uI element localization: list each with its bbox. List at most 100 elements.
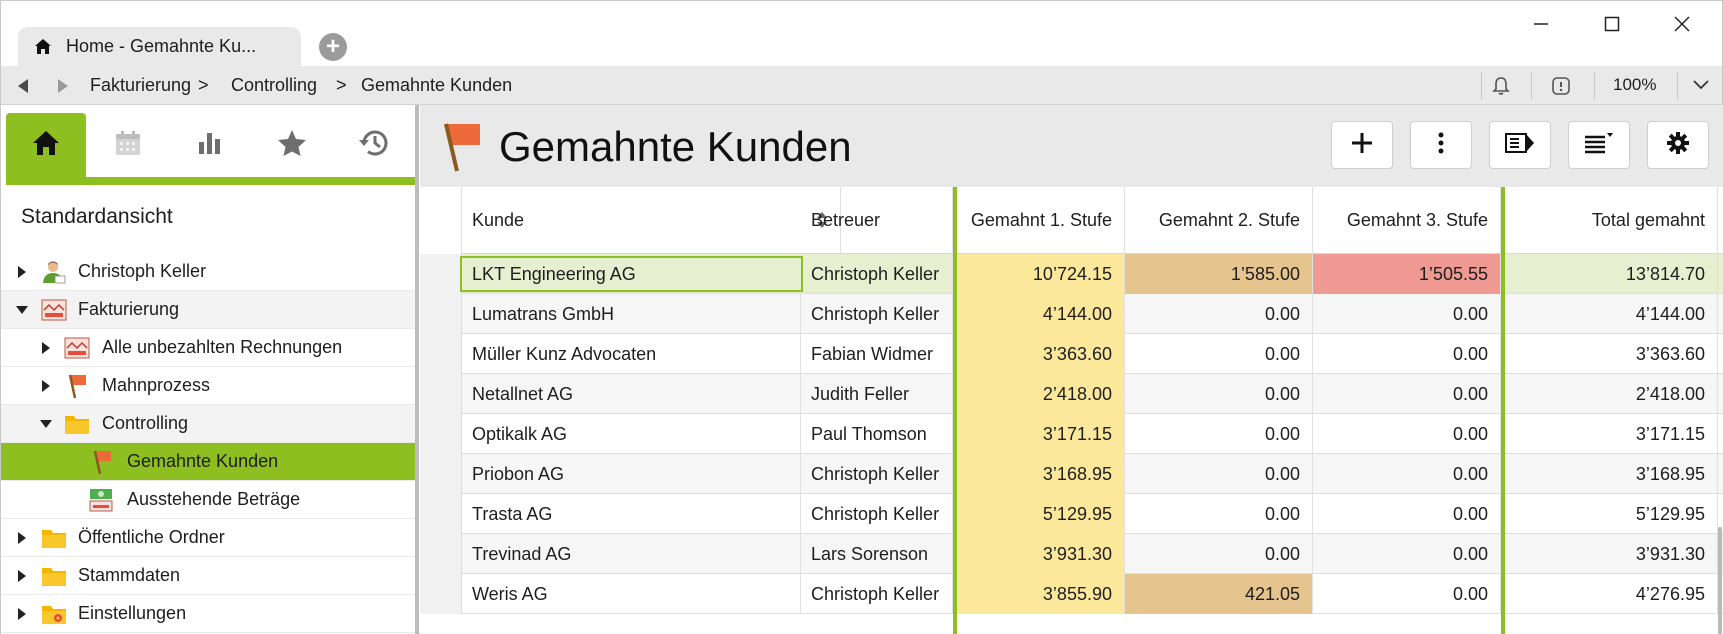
row-selector[interactable]	[420, 334, 462, 374]
cell-kunde[interactable]: Weris AG	[462, 574, 801, 614]
column-header-stufe2[interactable]: Gemahnt 2. Stufe	[1125, 187, 1313, 254]
chevron-down-icon[interactable]	[40, 418, 52, 430]
cell-stufe2[interactable]: 0.00	[1125, 534, 1313, 574]
cell-stufe3[interactable]: 0.00	[1313, 454, 1501, 494]
cell-stufe2[interactable]: 1’585.00	[1125, 254, 1313, 294]
home-tab-button[interactable]	[6, 113, 86, 177]
add-button[interactable]	[1331, 121, 1393, 169]
row-selector-header[interactable]	[420, 187, 462, 254]
cell-stufe2[interactable]: 0.00	[1125, 374, 1313, 414]
chevron-down-icon[interactable]	[16, 304, 28, 316]
sort-icon[interactable]	[816, 211, 828, 229]
cell-kunde[interactable]: Müller Kunz Advocaten	[462, 334, 801, 374]
chevron-right-icon[interactable]	[16, 265, 28, 278]
cell-stufe3[interactable]: 1’505.55	[1313, 254, 1501, 294]
tab-home[interactable]: Home - Gemahnte Ku...	[18, 27, 301, 66]
cell-total[interactable]: 3’363.60	[1505, 334, 1718, 374]
cell-total[interactable]: 3’931.30	[1505, 534, 1718, 574]
chevron-right-icon[interactable]	[16, 569, 28, 582]
cell-betreuer[interactable]: Christoph Keller	[801, 254, 953, 294]
cell-stufe2[interactable]: 0.00	[1125, 334, 1313, 374]
tree-item-gemahnte-kunden[interactable]: Gemahnte Kunden	[1, 443, 415, 481]
cell-kunde[interactable]: LKT Engineering AG	[460, 256, 803, 292]
cell-stufe1[interactable]: 3’363.60	[957, 334, 1125, 374]
tree-item-mahnprozess[interactable]: Mahnprozess	[1, 367, 415, 405]
tree-item-ausstehende-betraege[interactable]: Ausstehende Beträge	[1, 481, 415, 519]
table-row[interactable]: Lumatrans GmbH Christoph Keller 4’144.00 0.…	[420, 294, 1723, 334]
cell-betreuer[interactable]: Christoph Keller	[801, 494, 953, 534]
table-row[interactable]: Trasta AG Christoph Keller 5’129.95 0.00 0.0…	[420, 494, 1723, 534]
history-tab-button[interactable]	[334, 113, 414, 177]
cell-betreuer[interactable]: Fabian Widmer	[801, 334, 953, 374]
cell-stufe3[interactable]: 0.00	[1313, 334, 1501, 374]
cell-stufe2[interactable]: 0.00	[1125, 294, 1313, 334]
column-header-total[interactable]: Total gemahnt	[1505, 187, 1718, 254]
maximize-button[interactable]	[1587, 9, 1637, 39]
cell-stufe2[interactable]: 421.05	[1125, 574, 1313, 614]
column-header-stufe3[interactable]: Gemahnt 3. Stufe	[1313, 187, 1501, 254]
row-selector[interactable]	[420, 454, 462, 494]
cell-stufe3[interactable]: 0.00	[1313, 414, 1501, 454]
cell-total[interactable]: 4’144.00	[1505, 294, 1718, 334]
info-alert-icon[interactable]	[1550, 75, 1572, 102]
cell-total[interactable]: 13’814.70	[1505, 254, 1718, 294]
cell-betreuer[interactable]: Christoph Keller	[801, 294, 953, 334]
row-selector[interactable]	[420, 574, 462, 614]
cell-stufe1[interactable]: 3’855.90	[957, 574, 1125, 614]
new-tab-button[interactable]: +	[319, 33, 347, 61]
chevron-right-icon[interactable]	[16, 607, 28, 620]
cell-stufe1[interactable]: 5’129.95	[957, 494, 1125, 534]
favorites-tab-button[interactable]	[252, 113, 332, 177]
tree-item-oeffentliche-ordner[interactable]: Öffentliche Ordner	[1, 519, 415, 557]
cell-stufe1[interactable]: 4’144.00	[957, 294, 1125, 334]
cell-stufe3[interactable]: 0.00	[1313, 294, 1501, 334]
cell-stufe1[interactable]: 3’168.95	[957, 454, 1125, 494]
cell-stufe1[interactable]: 2’418.00	[957, 374, 1125, 414]
column-header-stufe1[interactable]: Gemahnt 1. Stufe	[957, 187, 1125, 254]
tree-item-stammdaten[interactable]: Stammdaten	[1, 557, 415, 595]
row-selector[interactable]	[420, 254, 462, 294]
cell-stufe1[interactable]: 3’931.30	[957, 534, 1125, 574]
breadcrumb-fakturierung[interactable]: Fakturierung	[90, 75, 192, 95]
calendar-tab-button[interactable]	[88, 113, 168, 177]
chevron-right-icon[interactable]	[16, 531, 28, 544]
table-row[interactable]: Müller Kunz Advocaten Fabian Widmer 3’363.…	[420, 334, 1723, 374]
cell-stufe1[interactable]: 3’171.15	[957, 414, 1125, 454]
row-selector[interactable]	[420, 534, 462, 574]
minimize-button[interactable]	[1516, 9, 1566, 39]
close-button[interactable]	[1657, 9, 1707, 39]
chevron-down-icon[interactable]	[1692, 77, 1710, 98]
table-row[interactable]: Priobon AG Christoph Keller 3’168.95 0.00 0.…	[420, 454, 1723, 494]
table-row[interactable]: LKT Engineering AG Christoph Keller 10’724…	[420, 254, 1723, 294]
cell-kunde[interactable]: Optikalk AG	[462, 414, 801, 454]
column-header-betreuer[interactable]: Betreuer	[801, 187, 953, 254]
columns-button[interactable]	[1568, 121, 1630, 169]
table-row[interactable]: Optikalk AG Paul Thomson 3’171.15 0.00 0.00 3…	[420, 414, 1723, 454]
tree-item-controlling[interactable]: Controlling	[1, 405, 415, 443]
cell-kunde[interactable]: Trevinad AG	[462, 534, 801, 574]
row-selector[interactable]	[420, 374, 462, 414]
cell-stufe2[interactable]: 0.00	[1125, 494, 1313, 534]
table-row[interactable]: Netallnet AG Judith Feller 2’418.00 0.00 0.0…	[420, 374, 1723, 414]
cell-total[interactable]: 3’171.15	[1505, 414, 1718, 454]
tree-item-christoph-keller[interactable]: Christoph Keller	[1, 253, 415, 291]
cell-betreuer[interactable]: Judith Feller	[801, 374, 953, 414]
table-row[interactable]: Weris AG Christoph Keller 3’855.90 421.05 0.…	[420, 574, 1723, 614]
breadcrumb-controlling[interactable]: Controlling	[231, 75, 318, 95]
cell-stufe3[interactable]: 0.00	[1313, 574, 1501, 614]
cell-betreuer[interactable]: Christoph Keller	[801, 454, 953, 494]
cell-betreuer[interactable]: Christoph Keller	[801, 574, 953, 614]
cell-total[interactable]: 3’168.95	[1505, 454, 1718, 494]
cell-stufe3[interactable]: 0.00	[1313, 494, 1501, 534]
tree-item-einstellungen[interactable]: Einstellungen	[1, 595, 415, 633]
column-header-kunde[interactable]: Kunde	[462, 187, 841, 254]
cell-total[interactable]: 5’129.95	[1505, 494, 1718, 534]
forward-arrow-icon[interactable]	[56, 78, 70, 94]
tree-item-fakturierung[interactable]: Fakturierung	[1, 291, 415, 329]
cell-stufe2[interactable]: 0.00	[1125, 454, 1313, 494]
row-selector[interactable]	[420, 294, 462, 334]
row-selector[interactable]	[420, 414, 462, 454]
tree-item-alle-unbezahlten-rechnungen[interactable]: Alle unbezahlten Rechnungen	[1, 329, 415, 367]
cell-stufe1[interactable]: 10’724.15	[957, 254, 1125, 294]
cell-total[interactable]: 4’276.95	[1505, 574, 1718, 614]
